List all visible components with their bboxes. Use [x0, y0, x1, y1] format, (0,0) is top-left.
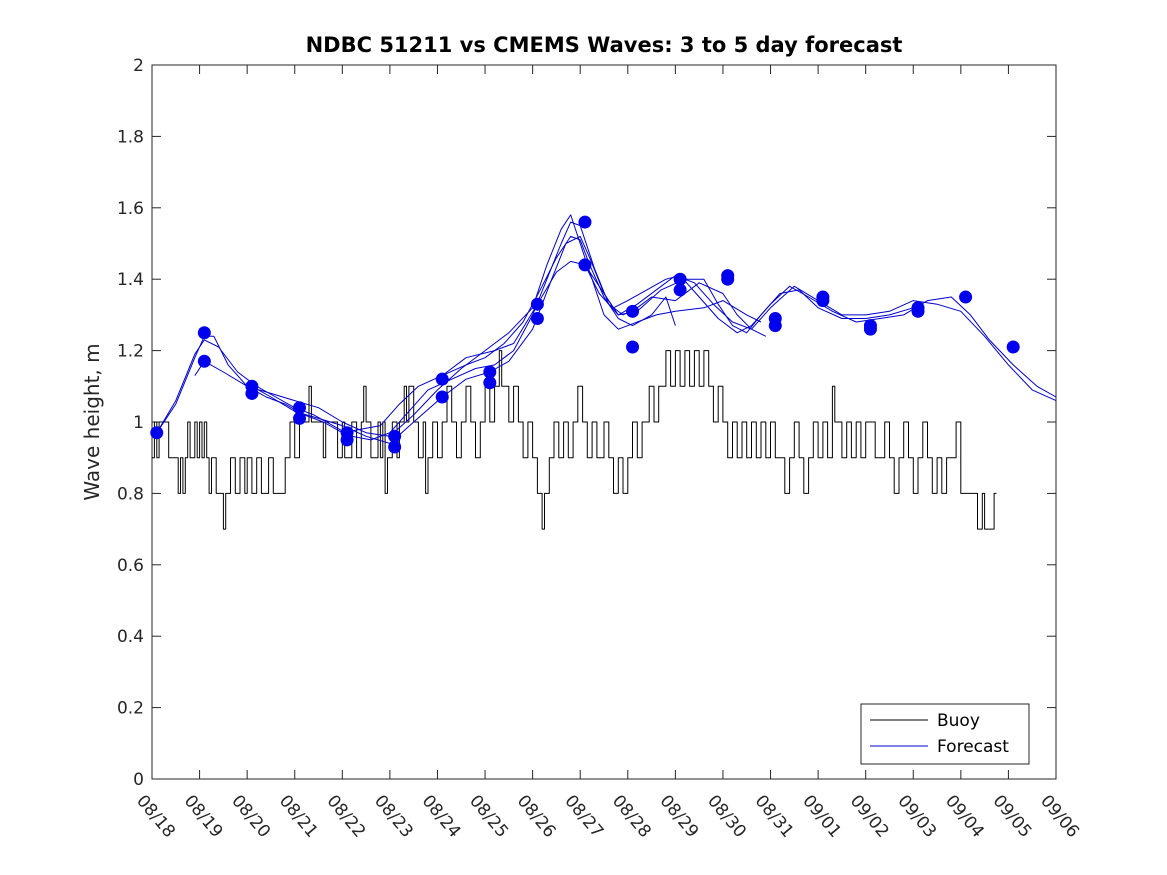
forecast-series-line-4 [251, 235, 914, 444]
x-tick-label: 08/23 [370, 791, 417, 841]
x-tick-label: 08/28 [608, 791, 655, 841]
legend: Buoy Forecast [860, 703, 1030, 765]
forecast-marker-point [435, 372, 449, 386]
x-tick-label: 08/25 [465, 791, 512, 841]
y-tick-label: 0.8 [117, 484, 144, 504]
forecast-marker-point [959, 290, 973, 304]
y-tick-label: 1 [133, 413, 144, 433]
chart-title: NDBC 51211 vs CMEMS Waves: 3 to 5 day fo… [306, 33, 903, 57]
forecast-marker-point [388, 429, 402, 443]
x-tick-label: 09/06 [1036, 791, 1083, 841]
x-tick-label: 09/01 [798, 791, 845, 841]
forecast-marker-point [673, 283, 687, 297]
forecast-marker-point [197, 326, 211, 340]
x-tick-label: 08/27 [560, 791, 607, 841]
x-tick-label: 08/20 [227, 791, 274, 841]
x-tick-label: 09/02 [846, 791, 893, 841]
x-tick-label: 08/24 [418, 791, 465, 841]
x-tick-label: 08/22 [322, 791, 369, 841]
x-tick-label: 08/21 [275, 791, 322, 841]
forecast-marker-point [626, 340, 640, 354]
forecast-marker-point [768, 319, 782, 333]
forecast-markers [150, 215, 1020, 454]
y-tick-label: 0.2 [117, 699, 144, 719]
forecast-marker-point [863, 322, 877, 336]
x-tick-label: 08/18 [132, 791, 179, 841]
series-layer [152, 214, 1057, 530]
forecast-marker-point [626, 304, 640, 318]
forecast-marker-point [292, 411, 306, 425]
forecast-marker-point [721, 272, 735, 286]
x-tick-label: 08/31 [751, 791, 798, 841]
x-tick-label: 08/30 [703, 791, 750, 841]
forecast-marker-point [1006, 340, 1020, 354]
x-tick-label: 08/26 [513, 791, 560, 841]
legend-buoy-label: Buoy [937, 711, 980, 731]
y-tick-label: 1.6 [117, 199, 144, 219]
forecast-series-line-1 [156, 235, 676, 434]
forecast-series-line-2 [156, 221, 767, 441]
y-tick-label: 0.4 [117, 627, 144, 647]
forecast-series-line-6 [584, 264, 1057, 398]
forecast-marker-point [435, 390, 449, 404]
forecast-marker-point [578, 215, 592, 229]
x-tick-label: 08/19 [180, 791, 227, 841]
forecast-marker-point [911, 304, 925, 318]
y-axis-label: Wave height, m [80, 343, 104, 500]
forecast-marker-point [292, 401, 306, 415]
x-tick-label: 09/03 [893, 791, 940, 841]
x-tick-label: 08/29 [656, 791, 703, 841]
forecast-marker-point [150, 426, 164, 440]
forecast-marker-point [673, 272, 687, 286]
y-tick-label: 1.8 [117, 127, 144, 147]
legend-forecast-label: Forecast [937, 737, 1009, 757]
buoy-series-line [152, 350, 997, 530]
forecast-marker-point [530, 297, 544, 311]
y-tick-label: 1.2 [117, 342, 144, 362]
forecast-marker-point [197, 354, 211, 368]
forecast-series-line-5 [441, 260, 1057, 402]
legend-box [860, 703, 1030, 765]
forecast-marker-point [816, 294, 830, 308]
forecast-marker-point [483, 376, 497, 390]
y-tick-label: 0 [133, 770, 144, 790]
x-tick-label: 09/04 [941, 791, 988, 841]
y-tick-label: 1.4 [117, 270, 144, 290]
forecast-series-line-3 [194, 214, 762, 437]
forecast-marker-point [245, 386, 259, 400]
y-tick-label: 0.6 [117, 556, 144, 576]
x-tick-label: 09/05 [989, 791, 1036, 841]
forecast-marker-point [388, 440, 402, 454]
y-tick-label: 2 [133, 56, 144, 76]
forecast-marker-point [483, 365, 497, 379]
forecast-marker-point [340, 433, 354, 447]
forecast-marker-point [530, 311, 544, 325]
forecast-marker-point [578, 258, 592, 272]
